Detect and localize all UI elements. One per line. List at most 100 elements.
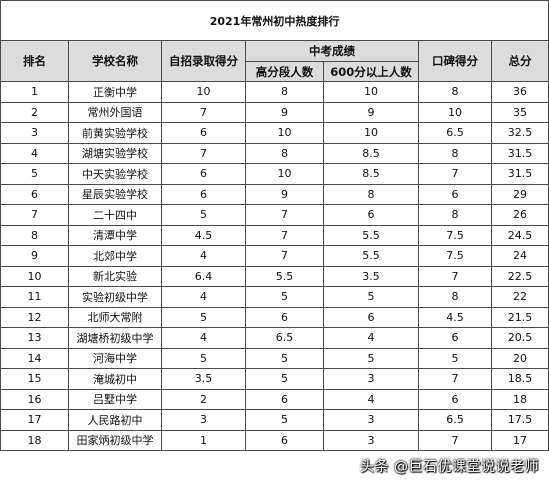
- cell-self-admission: 6: [161, 163, 246, 185]
- cell-high-score-count: 6.5: [245, 327, 324, 349]
- cell-reputation: 6.5: [418, 122, 492, 144]
- cell-self-admission: 6.4: [161, 265, 246, 287]
- table-row: 7 二十四中 5 7 6 8 26: [0, 204, 549, 226]
- cell-high-score-count: 6: [245, 388, 324, 410]
- header-high-score-count: 高分段人数: [245, 61, 324, 82]
- cell-rank: 12: [0, 306, 69, 328]
- table-row: 9 北郊中学 4 7 5.5 7.5 24: [0, 245, 549, 267]
- cell-rank: 6: [0, 183, 69, 205]
- cell-school: 湖塘桥初级中学: [68, 327, 162, 349]
- cell-reputation: 5: [418, 347, 492, 369]
- cell-reputation: 7.5: [418, 245, 492, 267]
- cell-high-score-count: 9: [245, 183, 324, 205]
- cell-reputation: 7: [418, 163, 492, 185]
- cell-self-admission: 10: [161, 81, 246, 103]
- cell-reputation: 7.5: [418, 224, 492, 246]
- cell-self-admission: 4: [161, 327, 246, 349]
- cell-over600-count: 8.5: [323, 142, 419, 164]
- cell-school: 常州外国语: [68, 101, 162, 123]
- table-row: 6 星辰实验学校 6 9 8 6 29: [0, 183, 549, 205]
- cell-total: 31.5: [490, 163, 549, 185]
- cell-self-admission: 5: [161, 347, 246, 369]
- cell-high-score-count: 5.5: [245, 265, 324, 287]
- cell-reputation: 7: [418, 265, 492, 287]
- cell-rank: 16: [0, 388, 69, 410]
- table-body: 1 正衡中学 10 8 10 8 36 2 常州外国语 7 9 9 10 35 3 前黄实验学校 6 10 10 6.…: [0, 81, 549, 451]
- cell-school: 二十四中: [68, 204, 162, 226]
- cell-school: 中天实验学校: [68, 163, 162, 185]
- cell-reputation: 8: [418, 142, 492, 164]
- cell-over600-count: 5: [323, 286, 419, 308]
- cell-over600-count: 10: [323, 81, 419, 103]
- header-zhongkao: 中考成绩: [245, 40, 419, 62]
- ranking-table: 2021年常州初中热度排行 排名 学校名称 自招录取得分 中考成绩 口碑得分 总…: [0, 0, 549, 451]
- cell-rank: 18: [0, 429, 69, 451]
- table-row: 18 田家炳初级中学 1 6 3 7 17: [0, 429, 549, 451]
- cell-rank: 13: [0, 327, 69, 349]
- cell-school: 吕墅中学: [68, 388, 162, 410]
- cell-school: 清潭中学: [68, 224, 162, 246]
- cell-high-score-count: 10: [245, 163, 324, 185]
- header-total: 总分: [490, 40, 549, 82]
- cell-school: 湖塘实验学校: [68, 142, 162, 164]
- cell-total: 35: [490, 101, 549, 123]
- cell-total: 18.5: [490, 368, 549, 390]
- table-row: 14 河海中学 5 5 5 5 20: [0, 347, 549, 369]
- cell-reputation: 10: [418, 101, 492, 123]
- cell-high-score-count: 7: [245, 224, 324, 246]
- cell-school: 星辰实验学校: [68, 183, 162, 205]
- cell-high-score-count: 9: [245, 101, 324, 123]
- cell-reputation: 6.5: [418, 409, 492, 431]
- cell-rank: 15: [0, 368, 69, 390]
- cell-self-admission: 2: [161, 388, 246, 410]
- table-row: 3 前黄实验学校 6 10 10 6.5 32.5: [0, 122, 549, 144]
- cell-rank: 5: [0, 163, 69, 185]
- cell-over600-count: 4: [323, 327, 419, 349]
- cell-school: 淹城初中: [68, 368, 162, 390]
- cell-school: 北师大常附: [68, 306, 162, 328]
- table-row: 4 湖塘实验学校 7 8 8.5 8 31.5: [0, 142, 549, 164]
- cell-self-admission: 3: [161, 409, 246, 431]
- cell-high-score-count: 7: [245, 245, 324, 267]
- cell-over600-count: 3: [323, 409, 419, 431]
- table-row: 5 中天实验学校 6 10 8.5 7 31.5: [0, 163, 549, 185]
- header-reputation: 口碑得分: [418, 40, 492, 82]
- cell-reputation: 8: [418, 81, 492, 103]
- cell-rank: 11: [0, 286, 69, 308]
- cell-over600-count: 4: [323, 388, 419, 410]
- cell-self-admission: 4: [161, 245, 246, 267]
- cell-high-score-count: 10: [245, 122, 324, 144]
- cell-total: 20: [490, 347, 549, 369]
- cell-rank: 14: [0, 347, 69, 369]
- cell-reputation: 6: [418, 327, 492, 349]
- cell-self-admission: 7: [161, 142, 246, 164]
- cell-self-admission: 5: [161, 306, 246, 328]
- cell-total: 29: [490, 183, 549, 205]
- cell-high-score-count: 6: [245, 429, 324, 451]
- cell-school: 田家炳初级中学: [68, 429, 162, 451]
- cell-self-admission: 7: [161, 101, 246, 123]
- cell-total: 22: [490, 286, 549, 308]
- cell-reputation: 7: [418, 368, 492, 390]
- cell-total: 17.5: [490, 409, 549, 431]
- cell-high-score-count: 7: [245, 204, 324, 226]
- table-row: 15 淹城初中 3.5 5 3 7 18.5: [0, 368, 549, 390]
- page-title: 2021年常州初中热度排行: [0, 0, 549, 41]
- cell-high-score-count: 8: [245, 142, 324, 164]
- cell-reputation: 4.5: [418, 306, 492, 328]
- cell-self-admission: 3.5: [161, 368, 246, 390]
- watermark: 头条 @巨石优课堂说说老师: [360, 459, 539, 475]
- cell-school: 实验初级中学: [68, 286, 162, 308]
- cell-rank: 9: [0, 245, 69, 267]
- cell-self-admission: 6: [161, 183, 246, 205]
- cell-self-admission: 4.5: [161, 224, 246, 246]
- cell-high-score-count: 6: [245, 306, 324, 328]
- cell-over600-count: 3.5: [323, 265, 419, 287]
- table-row: 8 清潭中学 4.5 7 5.5 7.5 24.5: [0, 224, 549, 246]
- cell-total: 24.5: [490, 224, 549, 246]
- cell-school: 人民路初中: [68, 409, 162, 431]
- table-row: 17 人民路初中 3 5 3 6.5 17.5: [0, 409, 549, 431]
- table-row: 13 湖塘桥初级中学 4 6.5 4 6 20.5: [0, 327, 549, 349]
- table-row: 11 实验初级中学 4 5 5 8 22: [0, 286, 549, 308]
- cell-high-score-count: 5: [245, 347, 324, 369]
